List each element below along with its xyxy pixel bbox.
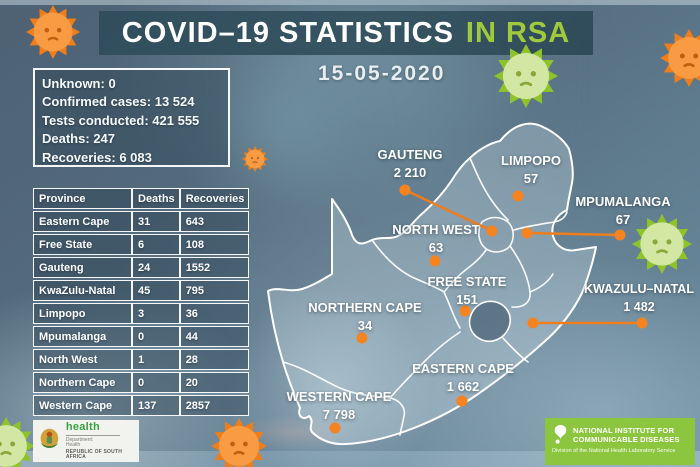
province-table: Province Deaths Recoveries Eastern Cape 3… (33, 186, 250, 418)
bottom-light-band (0, 451, 700, 467)
nicd-title-line2: COMMUNICABLE DISEASES (573, 434, 680, 444)
health-logo-dept: Department: (65, 437, 94, 443)
map-label-north-west: NORTH WEST 63 (392, 222, 480, 255)
nicd-logo: NATIONAL INSTITUTE FOR COMMUNICABLE DISE… (545, 418, 695, 465)
map-dot (486, 225, 498, 237)
lesotho-outline (468, 300, 512, 343)
map-dot (456, 395, 468, 407)
green-virus-icon (0, 417, 35, 467)
stat-line: Deaths: 247 (42, 131, 116, 147)
map-dot (329, 422, 341, 434)
map-dot (459, 305, 471, 317)
green-virus-icon (632, 214, 692, 274)
map-label-free-state: FREE STATE 151 (427, 274, 507, 307)
title-banner: COVID–19 STATISTICS IN RSA (99, 11, 593, 55)
map-label-kwazulu-natal: KWAZULU–NATAL 1 482 (584, 282, 694, 314)
stat-line: Recoveries: 6 083 (42, 149, 152, 165)
map-dot (527, 317, 539, 329)
stat-line: Confirmed cases: 13 524 (42, 94, 195, 110)
map-dot (399, 184, 411, 196)
health-logo-title: health (65, 421, 101, 433)
table-row: KwaZulu-Natal 45 795 (33, 280, 250, 301)
nicd-subtitle: Division of the National Health Laborato… (552, 448, 676, 454)
green-virus-icon (494, 44, 558, 108)
map-label-eastern-cape: EASTERN CAPE 1 662 (412, 361, 514, 394)
stat-line: Tests conducted: 421 555 (42, 112, 200, 128)
health-logo-dept2: Health (65, 442, 81, 448)
orange-virus-icon (26, 5, 80, 59)
map-label-western-cape: WESTERN CAPE 7 798 (286, 389, 392, 422)
orange-virus-icon (660, 29, 700, 87)
report-date: 15-05-2020 (318, 62, 446, 85)
map-dot (521, 227, 533, 239)
table-row: Mpumalanga 0 44 (33, 326, 250, 347)
map-dot (614, 229, 626, 241)
map-label-northern-cape: NORTHERN CAPE 34 (308, 300, 422, 333)
stat-line: Unknown: 0 (42, 76, 116, 91)
table-row: Eastern Cape 31 643 (33, 211, 250, 232)
country-outline (267, 122, 597, 446)
connector-lines (404, 188, 642, 325)
table-row: Limpopo 3 36 (33, 303, 250, 324)
province-borders (282, 157, 568, 436)
table-row: Free State 6 108 (33, 234, 250, 255)
summary-stats-box: Unknown: 0 Confirmed cases: 13 524 Tests… (33, 68, 230, 167)
health-logo-country: REPUBLIC OF SOUTH AFRICA (65, 449, 123, 460)
map-label-gauteng: GAUTENG 2 210 (377, 147, 443, 180)
orange-virus-icon-small (242, 146, 268, 172)
map-dots (329, 184, 648, 434)
map-dot (356, 332, 368, 344)
map-dot (512, 190, 524, 202)
health-logo-divider (65, 435, 120, 436)
health-department-logo: health Department: Health REPUBLIC OF SO… (33, 420, 139, 462)
orange-virus-icon (211, 418, 267, 467)
map-dot (429, 255, 441, 267)
nicd-icon (554, 425, 567, 444)
table-header-row: Province Deaths Recoveries (33, 188, 250, 209)
map-dot (636, 317, 648, 329)
map-label-limpopo: LIMPOPO 57 (501, 153, 561, 186)
nicd-title-line1: NATIONAL INSTITUTE FOR (573, 425, 675, 435)
map-label-mpumalanga: MPUMALANGA 67 (575, 194, 671, 227)
table-row: Gauteng 24 1552 (33, 257, 250, 278)
title-text: COVID–19 STATISTICS (121, 16, 454, 49)
table-row: Northern Cape 0 20 (33, 372, 250, 393)
sa-coat-of-arms-icon (40, 428, 59, 449)
table-row: North West 1 28 (33, 349, 250, 370)
table-row: Western Cape 137 2857 (33, 395, 250, 416)
title-text-accent: IN RSA (465, 16, 571, 49)
